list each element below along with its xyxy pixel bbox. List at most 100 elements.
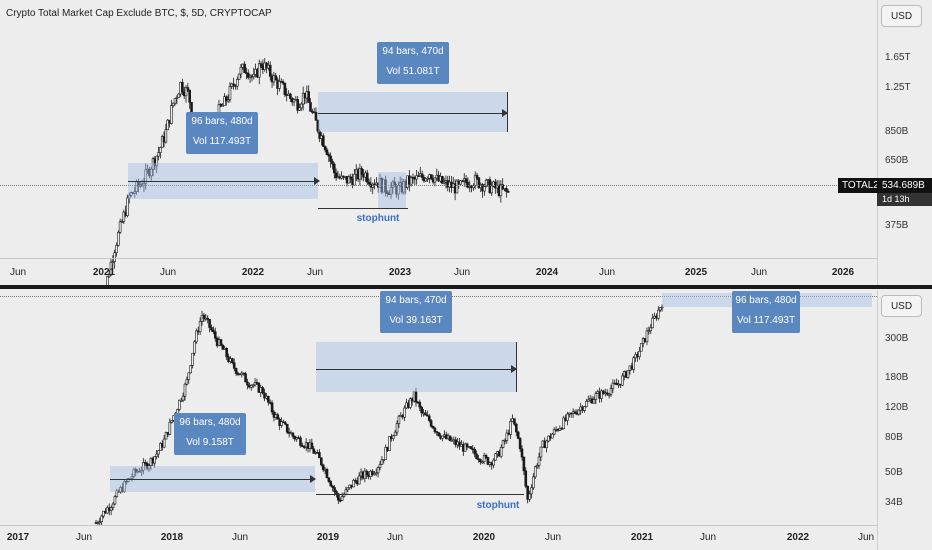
top-time-label: Jun [750,267,768,278]
top-candle [232,83,235,86]
top-candle [415,175,418,180]
top-candle [494,181,497,189]
pane-divider[interactable] [0,285,932,289]
bottom-candle [380,459,384,465]
bottom-candle [433,427,437,432]
top-candle [296,99,299,111]
top-candle [477,177,481,189]
bottom-candle [463,443,467,452]
top-candle [424,178,428,182]
bottom-time-label: Jun [857,532,875,543]
top-countdown-tag: 1d 13h [877,193,932,206]
bottom-stophunt-label: stophunt [476,500,520,511]
bottom-candles-svg [94,304,664,526]
bottom-candle [124,481,128,483]
bottom-candle [221,344,225,350]
bottom-middle-range-box[interactable] [316,342,516,392]
top-symbol-tag: TOTAL2 [838,178,883,193]
bottom-candle [524,470,528,487]
top-candle [393,181,396,187]
bottom-time-label: 2019 [316,532,340,543]
bottom-candle [388,436,391,451]
bottom-right-measure-label: 96 bars, 480d Vol 117.493T [732,291,800,333]
bottom-left-arrow-head [310,475,316,483]
bottom-candle [318,452,321,459]
top-candle [181,81,184,93]
bottom-candle [424,412,427,416]
top-scale-label-4: 650B [885,155,909,166]
bottom-candle [473,449,476,455]
bottom-candle [134,468,138,473]
bottom-candle [505,432,509,441]
bottom-candle [284,422,287,425]
bottom-candle [178,399,181,410]
bottom-candle [102,510,105,517]
top-candle [235,79,239,87]
bottom-candle [285,423,289,433]
top-right-measure-bars: 94 bars, 470d [382,46,444,57]
bottom-candle [299,437,302,446]
top-candle [429,174,433,180]
bottom-currency-button[interactable]: USD [881,295,922,317]
top-candle [171,102,175,106]
bottom-candle [518,438,522,450]
top-candle [499,184,503,196]
bottom-candle [638,350,641,358]
bottom-candle [435,431,439,433]
bottom-chart-pane[interactable]: 96 bars, 480d Vol 9.158T 94 bars, 470d V… [0,290,932,550]
top-candle [149,168,153,177]
bottom-candle [605,392,609,395]
top-price-scale[interactable] [877,0,932,288]
bottom-candle [147,465,151,470]
bottom-time-label: Jun [386,532,404,543]
top-candle [111,261,115,263]
top-stophunt-zone[interactable] [378,172,406,208]
bottom-plot-area[interactable]: 96 bars, 480d Vol 9.158T 94 bars, 470d V… [0,290,877,526]
top-candle [289,93,292,99]
bottom-candle [346,487,350,491]
bottom-candle [600,390,603,399]
bottom-candle [310,442,314,450]
bottom-candle [246,381,249,386]
top-candle [316,120,320,132]
top-chart-pane[interactable]: 96 bars, 480d Vol 117.493T 94 bars, 470d… [0,0,932,288]
top-candle [353,173,356,186]
bottom-candle [649,327,653,331]
bottom-candle [420,406,423,414]
top-candle [278,81,281,89]
bottom-candle [213,331,217,339]
bottom-time-label: 2017 [6,532,30,543]
bottom-candle [391,435,395,439]
bottom-candle [202,314,206,319]
bottom-candle [153,456,156,464]
bottom-candle [329,481,333,487]
bottom-candle [179,399,183,402]
top-time-label: Jun [453,267,471,278]
bottom-candle [155,453,158,457]
bottom-candle [100,515,103,523]
bottom-candle [397,415,401,424]
bottom-candle [547,435,550,442]
bottom-candle [513,418,516,425]
bottom-candle [499,447,503,457]
top-right-range-box[interactable] [318,92,508,132]
bottom-candle [437,432,440,437]
top-time-axis[interactable]: Jun 2021 Jun 2022 Jun 2023 Jun 2024 Jun 2025 Jun 20… [0,258,877,288]
bottom-candle [585,400,588,407]
top-currency-button[interactable]: USD [881,5,922,27]
bottom-candle [594,393,598,400]
top-candle [268,64,272,77]
bottom-price-scale[interactable] [877,290,932,550]
top-plot-area[interactable]: 96 bars, 480d Vol 117.493T 94 bars, 470d… [0,0,877,288]
top-candle [386,191,389,194]
bottom-candle [185,379,189,385]
bottom-time-label: Jun [75,532,93,543]
bottom-candle [191,352,194,366]
bottom-candle [183,383,187,397]
bottom-candle [583,406,586,411]
top-candle [365,172,369,183]
bottom-time-axis[interactable]: 2017 Jun 2018 Jun 2019 Jun 2020 Jun 2021 Jun 2022 J… [0,525,877,550]
bottom-candle [607,393,611,396]
bottom-time-label: Jun [544,532,562,543]
top-candle [252,74,256,78]
